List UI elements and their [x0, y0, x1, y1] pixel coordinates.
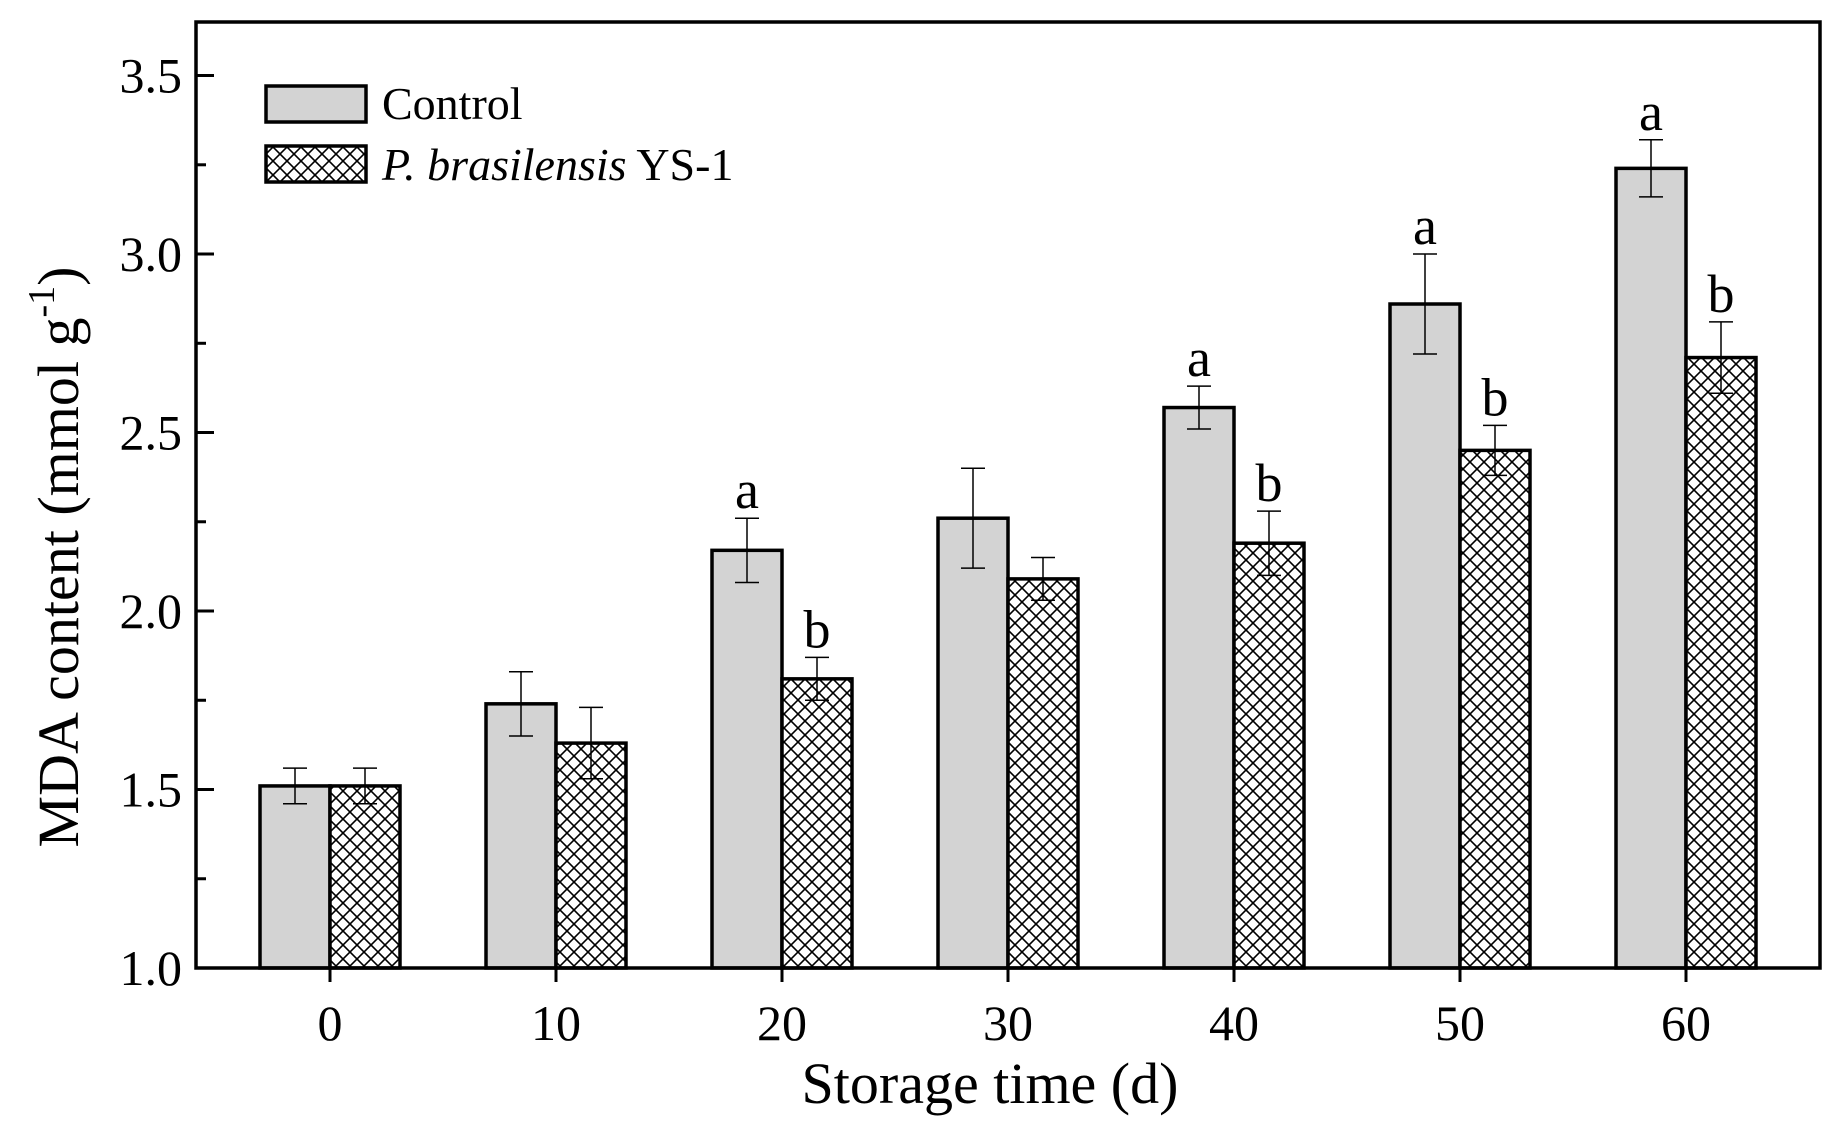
x-tick-label-20: 20: [757, 995, 807, 1051]
legend-swatch-control: [264, 84, 368, 124]
error-bars-layer: [283, 139, 1733, 805]
y-tick-label-2.5: 2.5: [120, 405, 183, 461]
treatment-error-bar-30: [1031, 556, 1055, 602]
y-tick-label-1.5: 1.5: [120, 762, 183, 818]
treatment-error-bar-20: [805, 656, 829, 702]
treatment-letter-60: b: [1708, 264, 1735, 324]
x-axis-label: Storage time (d): [802, 1051, 1179, 1116]
control-error-bar-10: [509, 670, 533, 737]
treatment-bar-60: [1684, 355, 1758, 970]
control-bar-10: [484, 702, 558, 970]
control-letter-60: a: [1639, 82, 1663, 142]
treatment-letter-40: b: [1256, 453, 1283, 513]
control-bar-20: [710, 548, 784, 970]
treatment-bar-30: [1006, 577, 1080, 970]
x-tick-label-0: 0: [318, 995, 343, 1051]
legend: Control P. brasilensis YS-1: [264, 78, 733, 190]
x-tick-label-50: 50: [1435, 995, 1485, 1051]
control-letter-50: a: [1413, 196, 1437, 256]
treatment-letter-50: b: [1482, 367, 1509, 427]
bars-layer: [258, 166, 1758, 970]
control-bar-30: [936, 516, 1010, 970]
control-letter-20: a: [735, 460, 759, 520]
treatment-bar-40: [1232, 541, 1306, 970]
legend-label-treatment: P. brasilensis YS-1: [381, 139, 733, 190]
treatment-error-bar-60: [1709, 321, 1733, 395]
x-tick-label-10: 10: [531, 995, 581, 1051]
y-tick-label-1.0: 1.0: [120, 940, 183, 996]
significance-letters-layer: a b a b a b a b: [735, 82, 1734, 660]
x-tick-label-60: 60: [1661, 995, 1711, 1051]
legend-swatch-treatment: [264, 144, 368, 184]
y-tick-label-2.0: 2.0: [120, 583, 183, 639]
control-error-bar-20: [735, 517, 759, 584]
control-error-bar-30: [961, 467, 985, 569]
treatment-bar-20: [780, 677, 854, 970]
x-tick-label-40: 40: [1209, 995, 1259, 1051]
control-error-bar-0: [283, 767, 307, 805]
axes-layer: 1.0 1.5 2.0 2.5 3.0 3.5 0 10 20 30 40 50 60 Storage t…: [21, 20, 1822, 1116]
control-bar-50: [1388, 302, 1462, 970]
treatment-bar-50: [1458, 448, 1532, 970]
y-axis-label: MDA content (mmol g-1): [21, 267, 91, 848]
legend-label-control: Control: [382, 78, 523, 129]
control-bar-0: [258, 784, 332, 970]
y-tick-label-3.0: 3.0: [120, 226, 183, 282]
treatment-bar-0: [328, 784, 402, 970]
control-error-bar-50: [1413, 253, 1437, 355]
treatment-bar-10: [554, 741, 628, 970]
treatment-error-bar-10: [579, 706, 603, 780]
control-bar-60: [1614, 166, 1688, 970]
control-error-bar-60: [1639, 139, 1663, 198]
treatment-letter-20: b: [804, 599, 831, 659]
control-letter-40: a: [1187, 328, 1211, 388]
x-tick-label-30: 30: [983, 995, 1033, 1051]
treatment-error-bar-50: [1483, 424, 1507, 477]
treatment-error-bar-40: [1257, 510, 1281, 577]
control-bar-40: [1162, 405, 1236, 970]
y-tick-label-3.5: 3.5: [120, 48, 183, 104]
treatment-error-bar-0: [353, 767, 377, 805]
control-error-bar-40: [1187, 385, 1211, 430]
